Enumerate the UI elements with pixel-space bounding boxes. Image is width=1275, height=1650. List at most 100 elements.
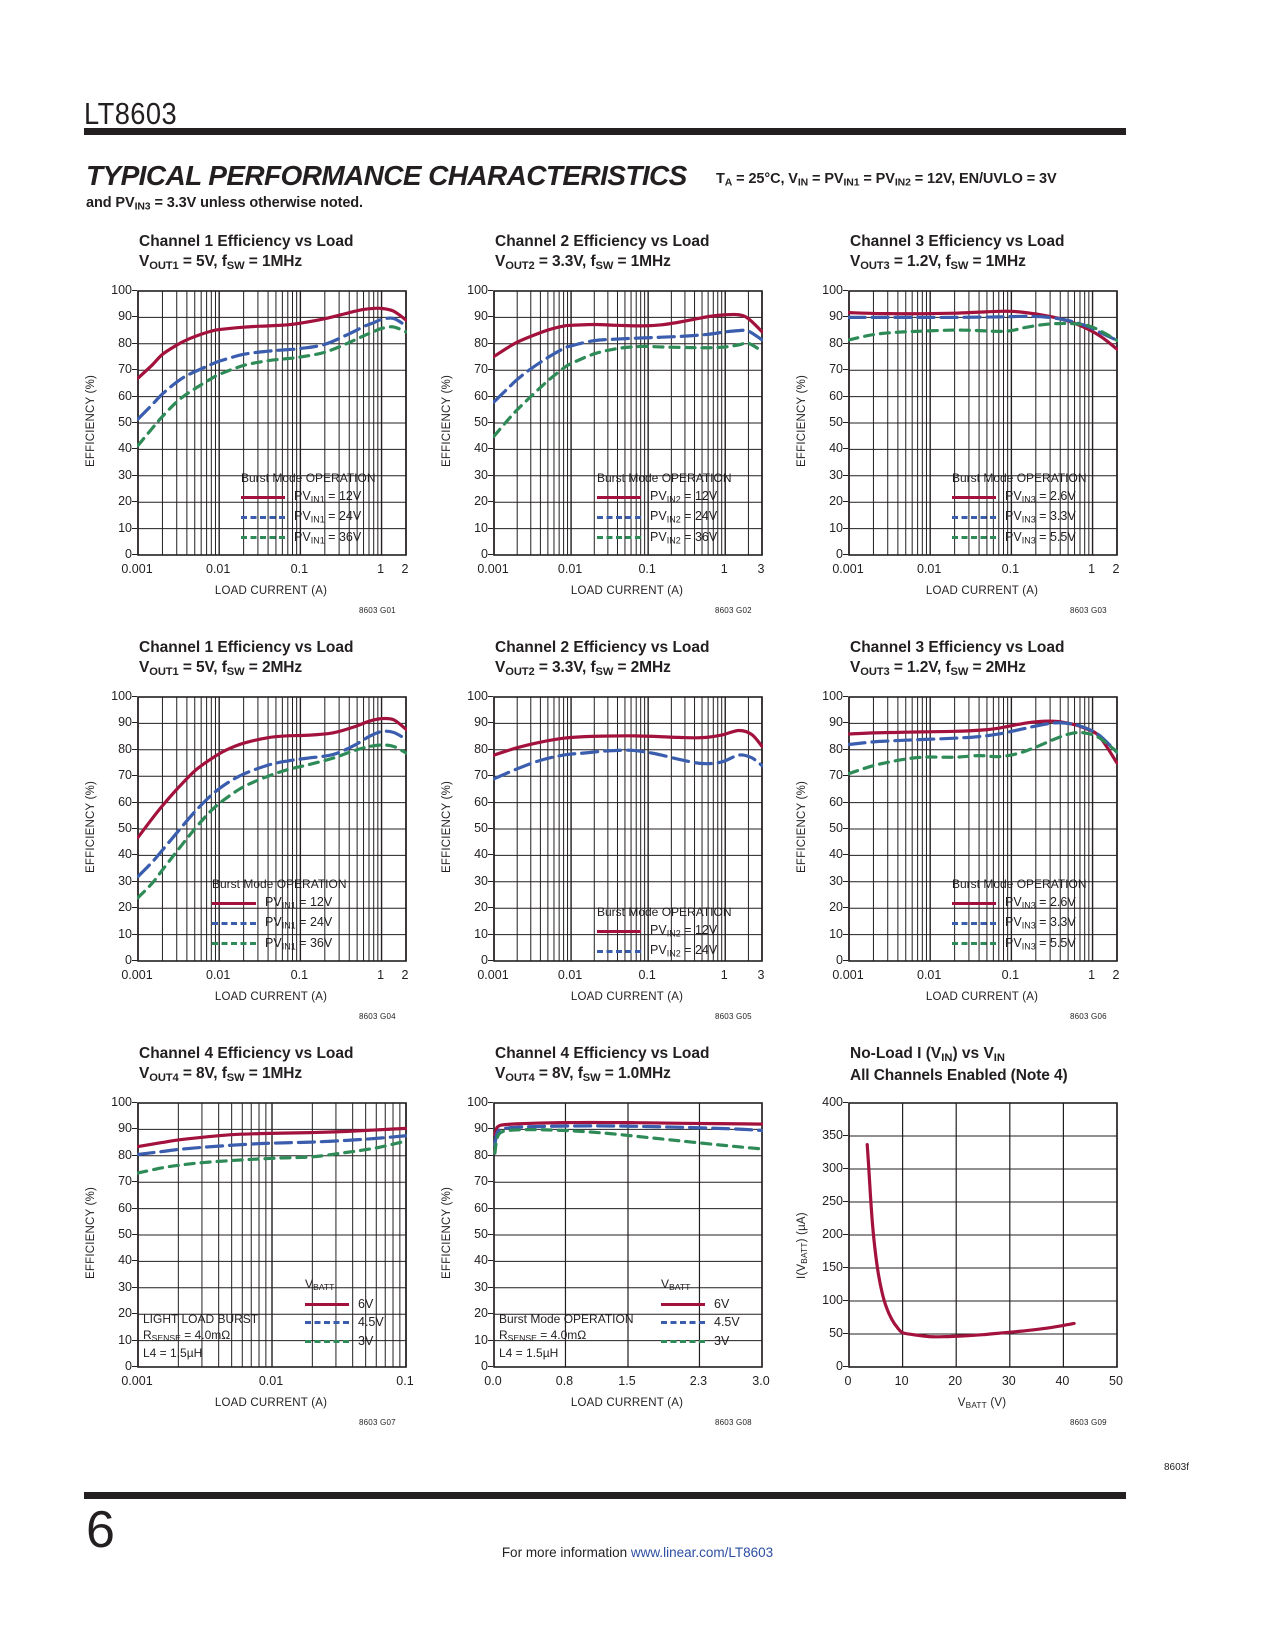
- y-tick-label: 100: [111, 1095, 132, 1109]
- legend-label: PVIN2 = 12V: [650, 923, 718, 939]
- footer-link[interactable]: www.linear.com/LT8603: [630, 1545, 774, 1560]
- legend-label: PVIN3 = 2.6V: [1005, 489, 1076, 505]
- y-tick-label: 50: [474, 821, 488, 835]
- graph-code: 8603 G08: [715, 1418, 752, 1427]
- legend-row: PVIN2 = 36V: [597, 530, 731, 545]
- legend-row: 4.5V: [305, 1316, 384, 1329]
- y-tick-mark: [488, 316, 493, 318]
- y-tick-mark: [132, 801, 137, 803]
- y-tick-label: 30: [474, 873, 488, 888]
- x-axis-title: LOAD CURRENT (A): [925, 585, 1039, 597]
- legend-label: PVIN1 = 12V: [265, 895, 333, 911]
- y-tick-label: 40: [118, 441, 132, 456]
- y-tick-mark: [843, 1267, 848, 1268]
- y-tick-label: 50: [829, 415, 843, 429]
- series-curve: [493, 328, 763, 404]
- y-tick-label: 0: [836, 953, 843, 967]
- y-tick-label: 80: [118, 1147, 132, 1162]
- y-tick-label: 70: [118, 362, 132, 377]
- y-tick-label: 0: [125, 953, 132, 967]
- figure-title-line1: Channel 2 Efficiency vs Load: [495, 233, 710, 250]
- x-tick-label: 1: [377, 968, 385, 982]
- graph-code: 8603 G03: [1070, 606, 1107, 615]
- legend-swatch: [952, 495, 996, 499]
- legend-label: PVIN2 = 24V: [650, 943, 718, 959]
- y-tick-label: 50: [118, 415, 132, 429]
- y-tick-mark: [843, 527, 848, 529]
- y-tick-mark: [132, 907, 137, 909]
- legend-row: PVIN1 = 12V: [212, 896, 346, 910]
- y-tick-label: 0: [836, 1359, 843, 1373]
- x-axis-title: LOAD CURRENT (A): [214, 1397, 328, 1409]
- y-tick-label: 90: [118, 715, 132, 730]
- figure-title: Channel 4 Efficiency vs Load VOUT4 = 8V, …: [495, 1044, 709, 1086]
- x-tick-label: 0.01: [206, 968, 231, 982]
- y-tick-label: 60: [118, 1200, 132, 1215]
- y-tick-label: 80: [474, 741, 488, 756]
- y-tick-label: 100: [822, 689, 843, 703]
- y-tick-mark: [132, 501, 137, 503]
- legend-row: PVIN1 = 24V: [212, 916, 346, 930]
- x-tick-label: 0.8: [555, 1374, 574, 1388]
- legend: VBATT 6V 4.5V 3V: [661, 1278, 740, 1347]
- y-tick-mark: [132, 369, 137, 371]
- x-tick-label: 0.01: [917, 968, 942, 982]
- figure-note: L4 = 1.5µH: [143, 1346, 203, 1360]
- y-tick-mark: [843, 448, 848, 450]
- y-tick-label: 30: [118, 467, 132, 482]
- page-number: 6: [86, 1501, 115, 1559]
- legend-row: 6V: [661, 1298, 740, 1311]
- legend-header: Burst Mode OPERATION: [241, 471, 376, 485]
- legend-swatch: [952, 901, 996, 905]
- y-tick-mark: [843, 907, 848, 909]
- y-tick-mark: [488, 854, 493, 856]
- y-tick-label: 70: [829, 362, 843, 377]
- y-tick-mark: [843, 342, 848, 344]
- section-conditions-line2: and PVIN3 = 3.3V unless otherwise noted.: [86, 195, 363, 213]
- legend-label: PVIN3 = 5.5V: [1005, 529, 1076, 545]
- y-tick-mark: [488, 369, 493, 371]
- x-tick-label: 0.1: [1001, 968, 1020, 982]
- y-tick-label: 60: [118, 794, 132, 809]
- x-tick-label: 0.1: [1001, 562, 1020, 576]
- y-tick-mark: [488, 554, 493, 555]
- series-curve: [848, 721, 1118, 755]
- y-axis-title: EFFICIENCY (%): [441, 1186, 453, 1279]
- y-tick-mark: [488, 527, 493, 529]
- graph-code: 8603 G06: [1070, 1012, 1107, 1021]
- y-tick-label: 60: [474, 1200, 488, 1215]
- y-tick-mark: [488, 880, 493, 882]
- x-tick-label: 0.01: [206, 562, 231, 576]
- series-curve: [848, 314, 1118, 342]
- y-tick-label: 80: [474, 1147, 488, 1162]
- y-tick-label: 60: [474, 794, 488, 809]
- figure-g07: Channel 4 Efficiency vs Load VOUT4 = 8V, …: [84, 1044, 439, 1427]
- y-tick-mark: [843, 1135, 848, 1136]
- figure-note: LIGHT LOAD BURST: [143, 1312, 259, 1326]
- y-tick-label: 20: [118, 494, 132, 509]
- figure-title: Channel 1 Efficiency vs Load VOUT1 = 5V, …: [139, 638, 353, 680]
- y-tick-label: 50: [829, 1326, 843, 1340]
- y-tick-label: 0: [481, 547, 488, 561]
- plot-area: [137, 696, 407, 962]
- y-tick-mark: [843, 501, 848, 503]
- plot-area: [137, 290, 407, 556]
- y-tick-mark: [488, 448, 493, 450]
- x-axis-title: LOAD CURRENT (A): [570, 585, 684, 597]
- series-curve: [493, 341, 763, 438]
- x-tick-label: 1: [1088, 562, 1096, 576]
- y-tick-label: 30: [118, 873, 132, 888]
- y-tick-mark: [488, 501, 493, 503]
- y-tick-mark: [132, 1313, 137, 1315]
- plot-area: [848, 1102, 1118, 1368]
- y-tick-mark: [488, 474, 493, 476]
- figure-g01: Channel 1 Efficiency vs Load VOUT1 = 5V, …: [84, 232, 439, 615]
- series-curve: [137, 729, 407, 879]
- legend-swatch: [305, 1339, 349, 1343]
- series-curve: [137, 325, 407, 448]
- legend-row: PVIN3 = 5.5V: [952, 936, 1086, 951]
- y-tick-label: 80: [829, 741, 843, 756]
- y-tick-label: 20: [474, 900, 488, 915]
- figure-note: L4 = 1.5µH: [499, 1346, 559, 1360]
- y-tick-label: 70: [474, 362, 488, 377]
